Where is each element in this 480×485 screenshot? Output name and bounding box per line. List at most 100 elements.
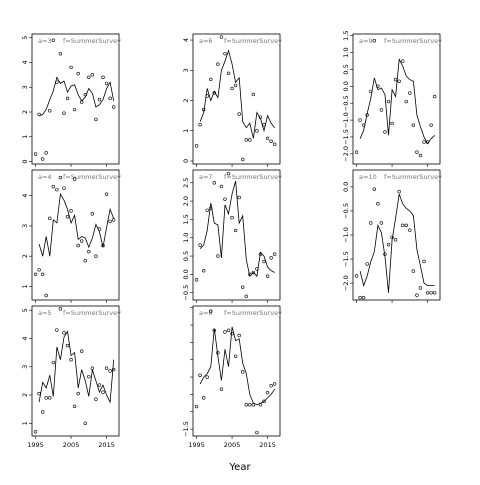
observed-point	[209, 206, 213, 211]
observed-point	[40, 157, 45, 161]
observed-point	[233, 83, 238, 88]
observed-point	[37, 112, 41, 117]
y-tick-label: 1.0	[342, 47, 350, 57]
observed-point	[226, 71, 231, 76]
observed-point	[262, 122, 266, 127]
observed-point	[209, 309, 213, 313]
observed-point	[269, 139, 273, 144]
observed-point	[237, 195, 241, 200]
observed-point	[422, 140, 426, 144]
observed-point	[241, 370, 245, 374]
observed-point	[397, 189, 401, 194]
panel-label: a=7	[199, 173, 213, 181]
panel-frame	[192, 33, 281, 165]
observed-point	[194, 144, 199, 148]
observed-point	[198, 243, 202, 247]
observed-point	[411, 269, 416, 273]
observed-point	[48, 216, 52, 221]
fitted-line	[38, 76, 115, 117]
observed-point	[58, 52, 63, 56]
observed-point	[219, 387, 224, 391]
panel-a10: a=10 f=SummerSurvey −2.0 −1.5 −1.0 −0.5 0.0	[342, 169, 442, 303]
observed-point	[269, 384, 273, 388]
y-tick-label: 4	[21, 336, 29, 340]
panel-label: a=8	[199, 309, 213, 317]
observed-point	[76, 243, 80, 248]
observed-point	[411, 123, 416, 127]
observed-point	[58, 175, 63, 180]
observed-point	[65, 215, 70, 219]
observed-point	[258, 252, 263, 256]
observed-point	[62, 186, 66, 190]
observed-point	[104, 192, 109, 196]
y-tick-label: 1	[21, 135, 29, 139]
observed-point	[226, 328, 231, 332]
observed-point	[401, 223, 405, 228]
observed-point	[404, 223, 408, 228]
observed-point	[94, 397, 98, 401]
y-tick-label: 0	[182, 159, 190, 163]
observed-point	[69, 357, 73, 362]
observed-point	[87, 374, 91, 379]
observed-point	[201, 107, 206, 112]
panel-label: a=6	[199, 37, 213, 45]
x-tick-label: 1995	[27, 441, 44, 449]
y-tick-label: −1.5	[342, 129, 350, 145]
observed-point	[376, 84, 380, 89]
observed-point	[76, 391, 80, 396]
observed-point	[230, 215, 234, 220]
observed-point	[230, 332, 234, 336]
observed-point	[194, 278, 199, 282]
y-tick-label: 0.0	[342, 81, 350, 91]
observed-point	[111, 105, 116, 109]
y-tick-label: 0	[21, 159, 29, 163]
observed-point	[223, 51, 227, 56]
panel-label: a=9	[359, 37, 373, 45]
y-tick-label: 1.0	[182, 233, 190, 243]
fitted-line	[359, 57, 435, 145]
observed-point	[272, 252, 277, 256]
observed-point	[80, 349, 84, 353]
observed-point	[205, 94, 209, 98]
observed-point	[241, 285, 245, 289]
observed-point	[69, 209, 73, 213]
observed-point	[255, 129, 259, 133]
observed-point	[372, 187, 377, 191]
y-tick-label: 5	[21, 308, 29, 312]
observed-point	[258, 403, 263, 407]
panel-frame	[352, 169, 441, 301]
observed-point	[108, 219, 112, 224]
y-tick-label: 0.0	[342, 182, 350, 192]
observed-point	[205, 208, 209, 212]
observed-point	[244, 294, 248, 299]
y-tick-label: −0.5	[342, 95, 350, 111]
observed-point	[212, 181, 217, 185]
observed-point	[201, 396, 206, 400]
observed-point	[383, 130, 387, 134]
panel-frame	[192, 305, 281, 437]
observed-point	[372, 39, 377, 43]
observed-point	[262, 259, 266, 264]
panel-frame	[192, 169, 281, 301]
observed-point	[365, 113, 369, 117]
observed-point	[198, 122, 202, 127]
observed-point	[62, 111, 66, 115]
observed-point	[244, 403, 248, 407]
panel-label: a=10	[359, 173, 377, 181]
observed-point	[219, 184, 224, 189]
panel-a8: a=8 f=SummerSurvey −1.5 1995 2005 2015	[182, 305, 282, 449]
x-tick-label: 2005	[63, 441, 80, 449]
observed-point	[90, 212, 95, 216]
observed-point	[401, 59, 405, 63]
observed-point	[65, 96, 70, 101]
observed-point	[361, 123, 366, 127]
observed-point	[104, 366, 109, 370]
observed-point	[241, 157, 245, 162]
y-tick-label: 1	[21, 284, 29, 288]
observed-point	[201, 269, 206, 273]
observed-point	[258, 115, 263, 119]
observed-point	[251, 270, 256, 275]
observed-point	[108, 369, 112, 373]
observed-point	[90, 73, 95, 77]
